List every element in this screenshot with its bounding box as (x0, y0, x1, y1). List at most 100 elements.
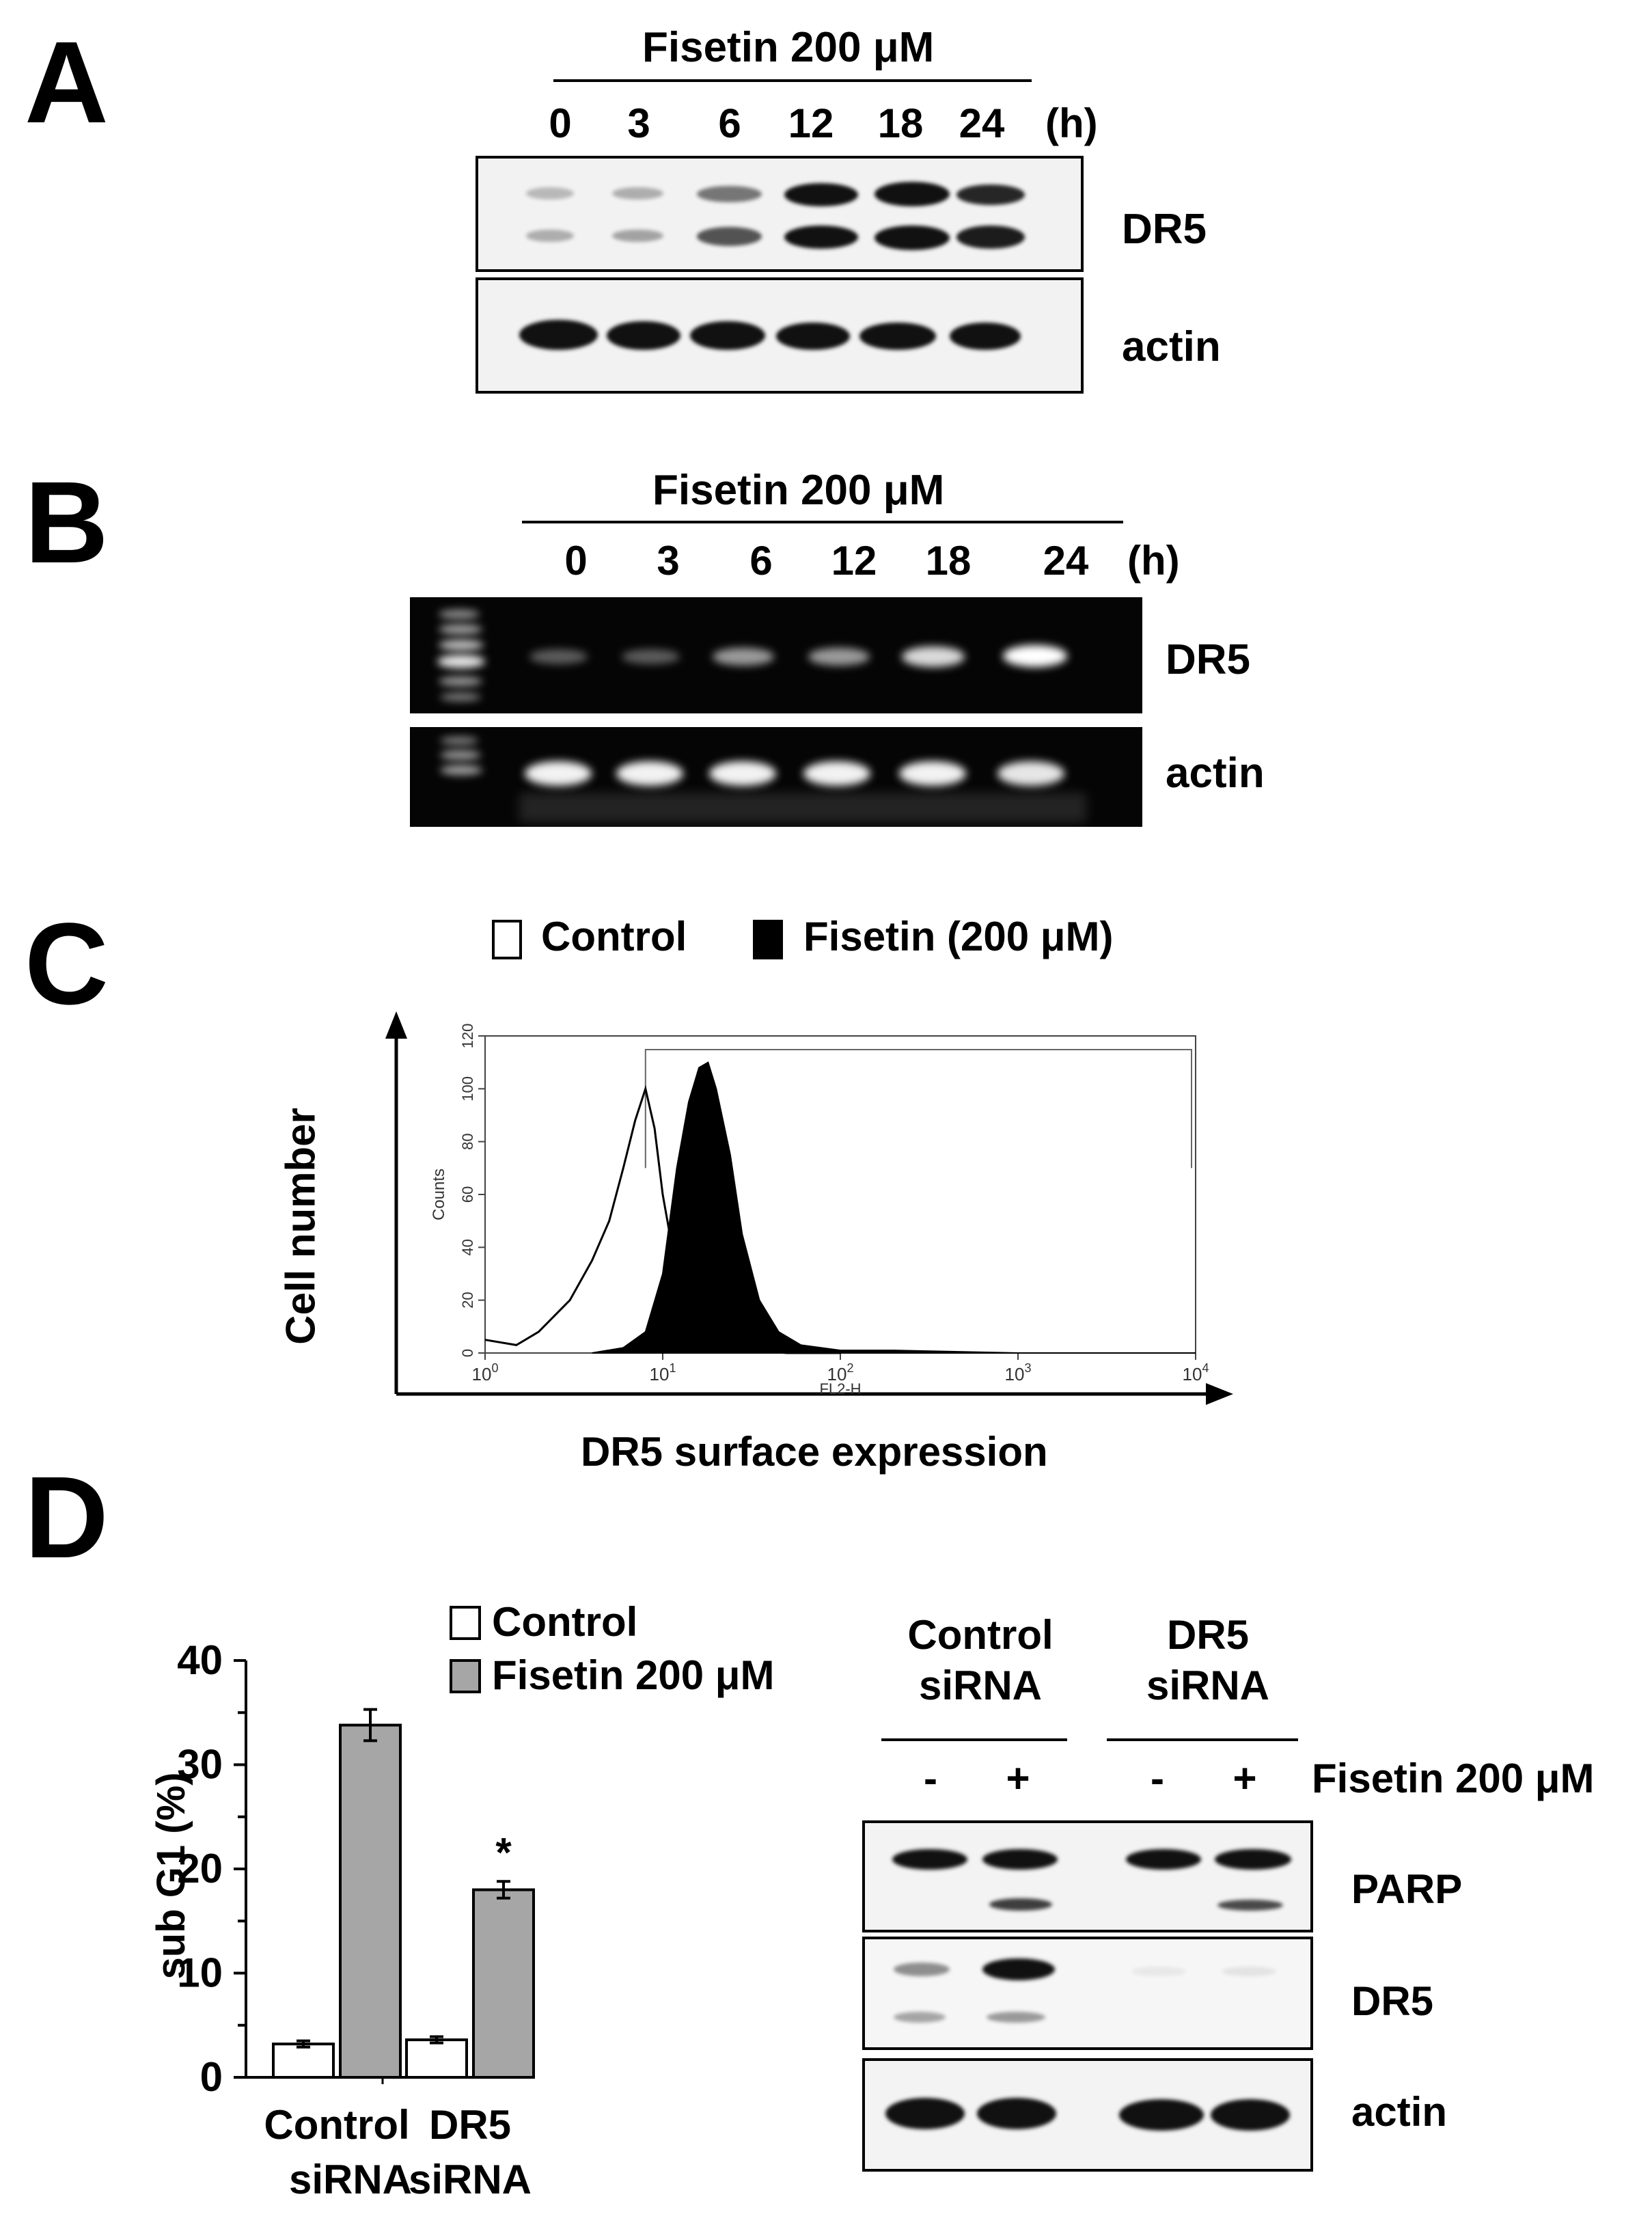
blot-band (526, 230, 574, 242)
y-tick-label: 30 (177, 1742, 223, 1788)
blot-band (982, 1849, 1058, 1870)
gate-marker (644, 1049, 1192, 1168)
legend-label: Fisetin 200 μM (492, 1652, 775, 1698)
gel-band (808, 648, 870, 666)
legend-control-swatch (492, 920, 522, 959)
ladder-band (440, 750, 481, 760)
panel-a-timepoints: 0 3 6 12 18 24 (h) (0, 100, 1652, 154)
panel-a-timepoint: 12 (788, 100, 834, 146)
gel-band (709, 761, 776, 786)
panel-a-treatment-label: Fisetin 200 μM (642, 24, 935, 71)
blot-band (859, 323, 936, 350)
bar (339, 1723, 402, 2079)
bar (272, 2042, 335, 2079)
blot-band (894, 2012, 946, 2023)
gel-band (997, 761, 1064, 786)
blot-band (989, 1898, 1052, 1911)
panel-d-actin-blot (862, 2058, 1313, 2172)
panel-a-actin-label: actin (1122, 323, 1221, 370)
blot-band (987, 2012, 1045, 2023)
lane-sign: - (1151, 1755, 1164, 1801)
ladder-band (440, 765, 482, 775)
y-axis-arrowhead (385, 1011, 407, 1039)
x-tick-label: 101 (650, 1361, 676, 1384)
histogram-plot-frame (484, 1035, 1196, 1354)
blot-band (526, 187, 574, 200)
panel-c-x-axis-label: DR5 surface expression (581, 1429, 1048, 1475)
y-tick-label: 120 (459, 1024, 476, 1049)
y-tick-label: 0 (200, 2054, 223, 2100)
panel-a-dr5-label: DR5 (1122, 206, 1207, 253)
blot-band (697, 186, 762, 202)
ladder-band (439, 640, 484, 651)
blot-band (885, 2098, 965, 2129)
panel-d-group-control: Control siRNA (881, 1610, 1079, 1711)
y-tick-label: 40 (177, 1637, 223, 1683)
legend-label: Control (492, 1599, 637, 1645)
gel-smear (519, 793, 1086, 823)
gel-band (622, 649, 680, 664)
group-line: siRNA (918, 1663, 1043, 1708)
x-tick-label: 104 (1183, 1361, 1209, 1384)
panel-b-letter: B (25, 458, 109, 588)
panel-c-histogram: 0 20 40 60 80 100 120 Counts 100 101 102 103 104 FL2-… (385, 1011, 1233, 1405)
panel-d-treatment-label: Fisetin 200 μM (1312, 1755, 1595, 1801)
ladder-band (439, 610, 480, 619)
ladder-band (439, 625, 482, 634)
blot-band (1126, 1849, 1201, 1870)
category-label: Control (264, 2102, 409, 2148)
group-line: siRNA (1146, 1663, 1270, 1708)
panel-d-letter: D (25, 1453, 109, 1583)
group-line: Control (907, 1612, 1054, 1658)
panel-d-parp-label: PARP (1351, 1866, 1463, 1912)
panel-a-unit: (h) (1045, 100, 1098, 146)
blot-band (519, 320, 598, 350)
panel-b-timepoint: 12 (831, 538, 877, 584)
blot-band (1215, 1849, 1291, 1870)
panel-a-dr5-blot (476, 156, 1084, 272)
blot-band (892, 1849, 967, 1870)
blot-band (982, 1958, 1055, 1980)
panel-c-y-axis-label: Cell number (277, 1108, 324, 1345)
panel-d-group-line-control (881, 1738, 1067, 1741)
panel-b-dr5-gel (410, 597, 1142, 713)
bar (472, 1888, 535, 2079)
group-line: DR5 (1166, 1612, 1250, 1658)
y-tick-label: 80 (459, 1133, 476, 1149)
blot-band (612, 187, 663, 200)
panel-c-letter: C (25, 899, 109, 1029)
panel-a-timepoint: 18 (877, 100, 924, 146)
blot-band (894, 1963, 950, 1976)
panel-b-treatment-line (522, 521, 1123, 523)
panel-b-unit: (h) (1127, 538, 1180, 584)
y-tick-label: 20 (177, 1846, 223, 1891)
blot-band (607, 321, 680, 350)
bar (405, 2038, 468, 2079)
lane-sign: + (1233, 1755, 1257, 1801)
blot-band (1222, 1967, 1276, 1976)
panel-a-timepoint: 24 (959, 100, 1005, 146)
category-label: siRNA (289, 2157, 412, 2202)
blot-band (1131, 1967, 1186, 1976)
inner-x-label: FL2-H (819, 1380, 861, 1397)
gel-band (902, 646, 965, 667)
x-axis-arrowhead (1206, 1383, 1233, 1405)
category-label: siRNA (409, 2157, 532, 2202)
panel-a-actin-blot (476, 277, 1084, 394)
gel-band (803, 761, 870, 786)
y-tick-label: 40 (459, 1239, 476, 1255)
gel-band (899, 761, 966, 786)
histogram-fisetin-series (592, 1061, 1196, 1354)
gel-band (529, 649, 588, 664)
ladder-band (439, 676, 482, 686)
x-tick-label: 102 (827, 1361, 854, 1384)
gel-band (713, 648, 774, 666)
gel-band (525, 761, 592, 786)
x-tick-label: 103 (1005, 1361, 1032, 1384)
panel-d-dr5-label: DR5 (1351, 1978, 1434, 2024)
blot-band (784, 226, 858, 249)
y-tick-label: 100 (459, 1076, 476, 1102)
ladder-band (440, 693, 481, 701)
panel-d-group-line-dr5 (1107, 1738, 1298, 1741)
lane-sign: + (1006, 1755, 1030, 1801)
